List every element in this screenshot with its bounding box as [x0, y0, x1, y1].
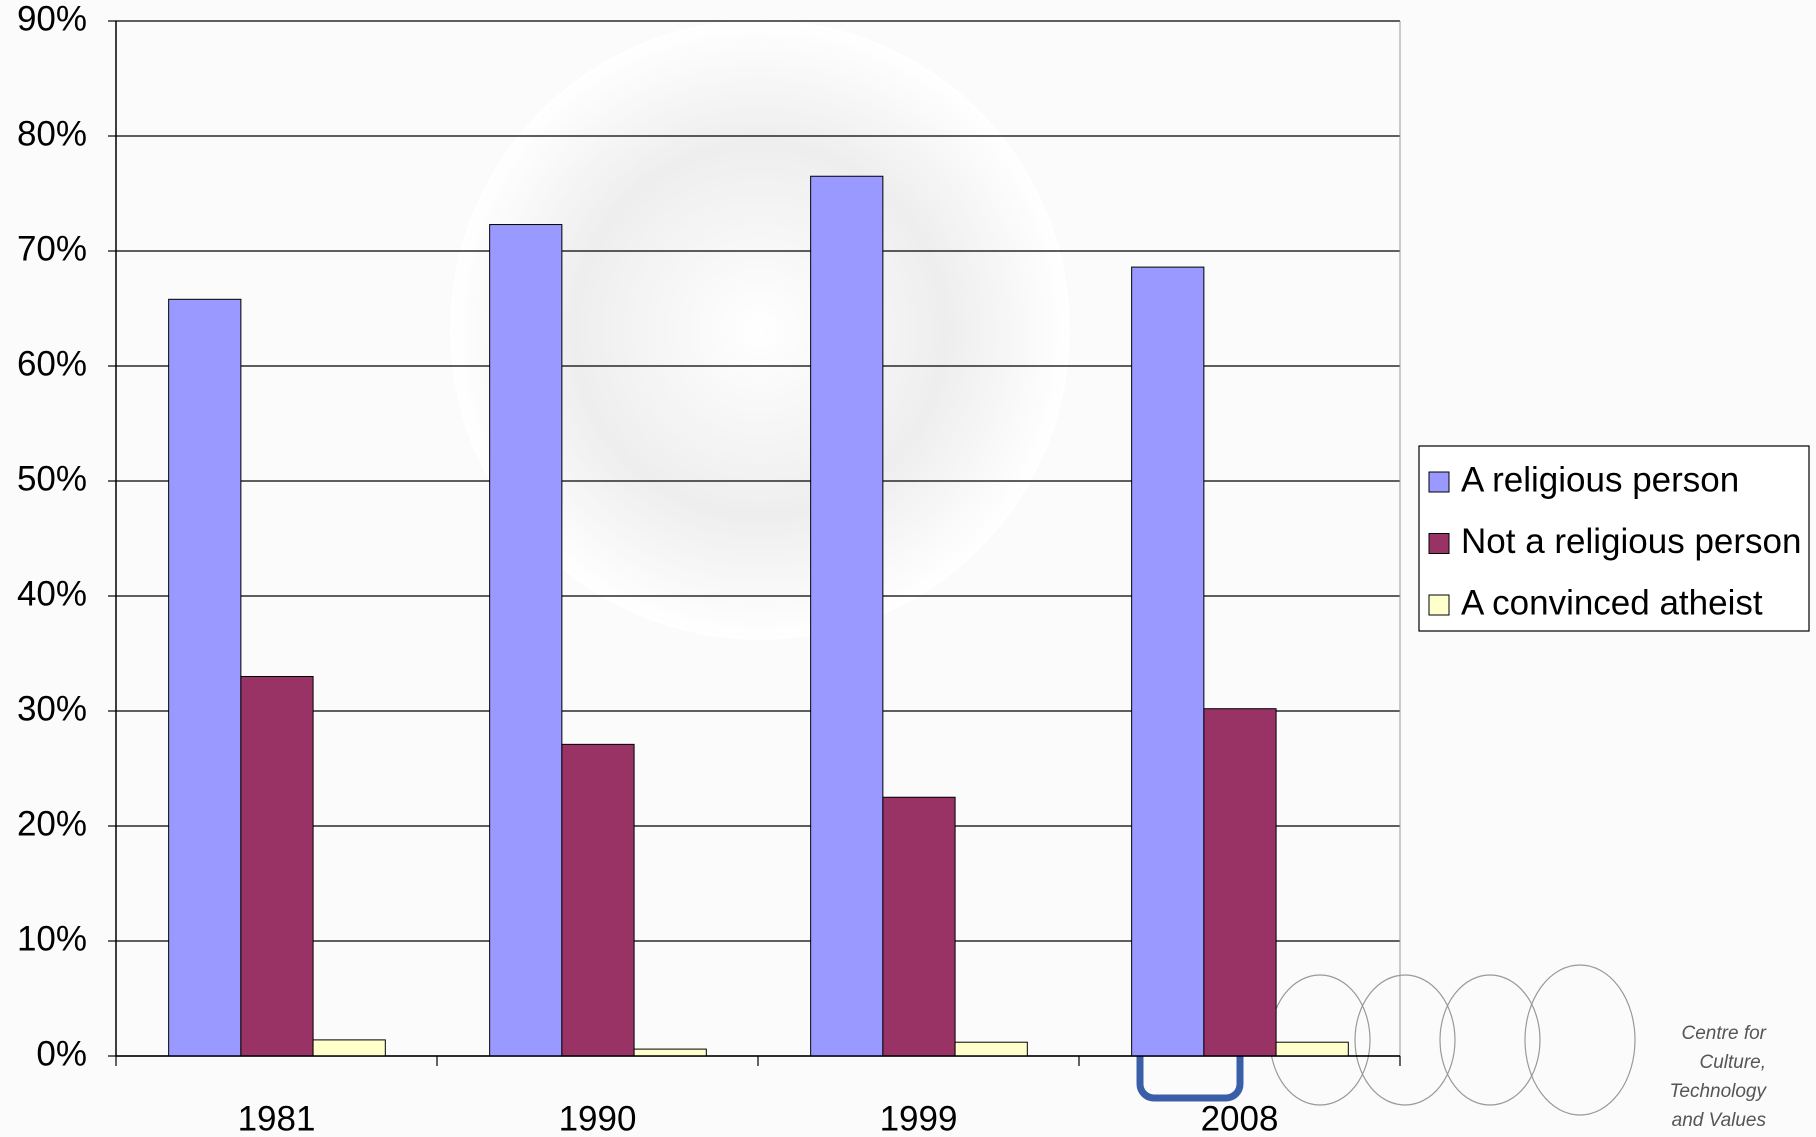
y-tick-label: 50%: [17, 459, 87, 498]
legend-swatch: [1428, 471, 1450, 493]
bar: [561, 743, 635, 1057]
y-tick-label: 0%: [36, 1034, 87, 1073]
y-tick-label: 10%: [17, 919, 87, 958]
logo-text: Centre for: [1682, 1023, 1767, 1044]
logo-spiral: [1524, 964, 1636, 1116]
bar: [240, 676, 314, 1057]
logo-spiral: [1354, 974, 1456, 1106]
x-tick-label: 1999: [880, 1099, 958, 1137]
logo-spiral: [1439, 974, 1541, 1106]
y-tick-label: 40%: [17, 574, 87, 613]
legend-label: A religious person: [1461, 460, 1739, 499]
logo-text: Culture,: [1699, 1052, 1766, 1073]
y-tick-label: 80%: [17, 114, 87, 153]
bar: [312, 1039, 386, 1057]
bar: [954, 1041, 1028, 1057]
y-tick-label: 20%: [17, 804, 87, 843]
y-tick-label: 70%: [17, 229, 87, 268]
x-tick-label: 2008: [1201, 1099, 1279, 1137]
y-tick-label: 90%: [17, 0, 87, 38]
bar: [1203, 708, 1277, 1057]
legend: A religious person Not a religious person…: [1418, 445, 1810, 632]
bar: [168, 298, 242, 1057]
bar: [810, 175, 884, 1057]
y-tick-label: 60%: [17, 344, 87, 383]
legend-swatch: [1428, 594, 1450, 616]
bar: [1131, 266, 1205, 1057]
bar: [1275, 1041, 1349, 1057]
x-tick-label: 1981: [238, 1099, 316, 1137]
watermark: [450, 20, 1070, 640]
logo-text: and Values: [1672, 1110, 1767, 1131]
bar: [633, 1048, 707, 1057]
x-tick-label: 1990: [559, 1099, 637, 1137]
y-tick-label: 30%: [17, 689, 87, 728]
logo-text: Technology: [1670, 1081, 1768, 1102]
bar: [489, 224, 563, 1057]
legend-label: Not a religious person: [1461, 522, 1801, 561]
legend-box: [1418, 445, 1810, 632]
bar: [882, 796, 956, 1057]
legend-swatch: [1428, 533, 1450, 554]
legend-label: A convinced atheist: [1461, 583, 1763, 622]
